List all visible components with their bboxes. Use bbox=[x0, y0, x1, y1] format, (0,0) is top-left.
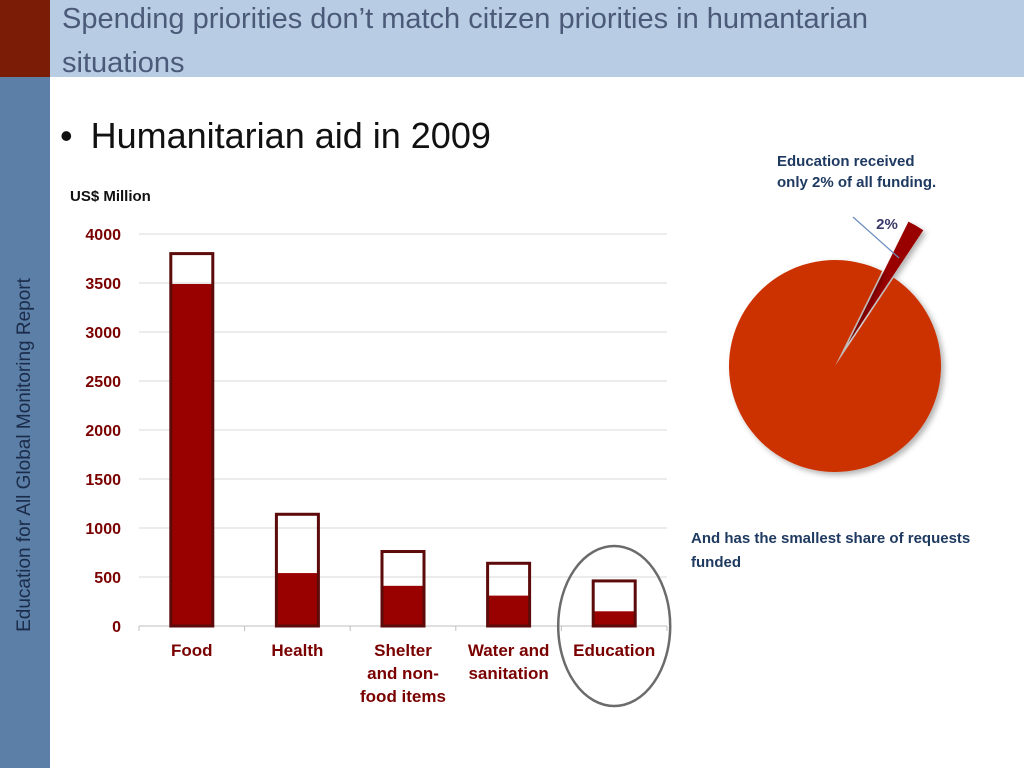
pie-leader-line bbox=[852, 216, 900, 259]
bottom-note: And has the smallest share of requests f… bbox=[691, 530, 971, 571]
slide-title: Spending priorities don’t match citizen … bbox=[62, 3, 868, 79]
y-tick-label: 3000 bbox=[85, 325, 121, 342]
bar-requested bbox=[591, 579, 637, 628]
x-tick-label: Shelter and non-food items bbox=[360, 641, 446, 706]
bar-requested bbox=[380, 550, 426, 628]
bar-requested bbox=[274, 512, 320, 628]
x-tick-label: Education bbox=[573, 641, 655, 660]
title-accent-block bbox=[0, 0, 50, 77]
pie-callout-text: Education received only 2% of all fundin… bbox=[777, 153, 937, 191]
bar-funded bbox=[276, 573, 319, 626]
y-tick-label: 2000 bbox=[85, 423, 121, 440]
y-tick-label: 500 bbox=[94, 570, 121, 587]
highlight-circle bbox=[556, 544, 672, 708]
bar-funded bbox=[382, 585, 424, 626]
y-tick-label: 1000 bbox=[85, 521, 121, 538]
bar-requested bbox=[486, 561, 532, 628]
bullet-point: • Humanitarian aid in 2009 bbox=[60, 115, 491, 157]
bar-funded bbox=[170, 283, 213, 626]
pie-data-label: 2% bbox=[876, 216, 898, 233]
y-tick-label: 0 bbox=[112, 619, 121, 636]
x-tick-label: Water and sanitation bbox=[468, 641, 550, 683]
sidebar: Education for All Global Monitoring Repo… bbox=[0, 77, 50, 768]
y-tick-label: 2500 bbox=[85, 374, 121, 391]
x-tick-label: Food bbox=[171, 641, 213, 660]
bullet-dot-icon: • bbox=[60, 115, 73, 156]
x-tick-label: Health bbox=[271, 641, 323, 660]
title-bar bbox=[50, 0, 1024, 77]
bar-funded bbox=[593, 611, 636, 626]
bar-funded bbox=[487, 595, 530, 626]
y-tick-label: 4000 bbox=[85, 227, 121, 244]
bullet-text: Humanitarian aid in 2009 bbox=[90, 115, 491, 156]
y-tick-label: 3500 bbox=[85, 276, 121, 293]
pie-slice-other bbox=[728, 259, 941, 472]
y-tick-label: 1500 bbox=[85, 472, 121, 489]
bar-requested bbox=[169, 252, 215, 628]
y-axis-label: US$ Million bbox=[70, 188, 151, 205]
pie-slice-education bbox=[848, 221, 924, 344]
